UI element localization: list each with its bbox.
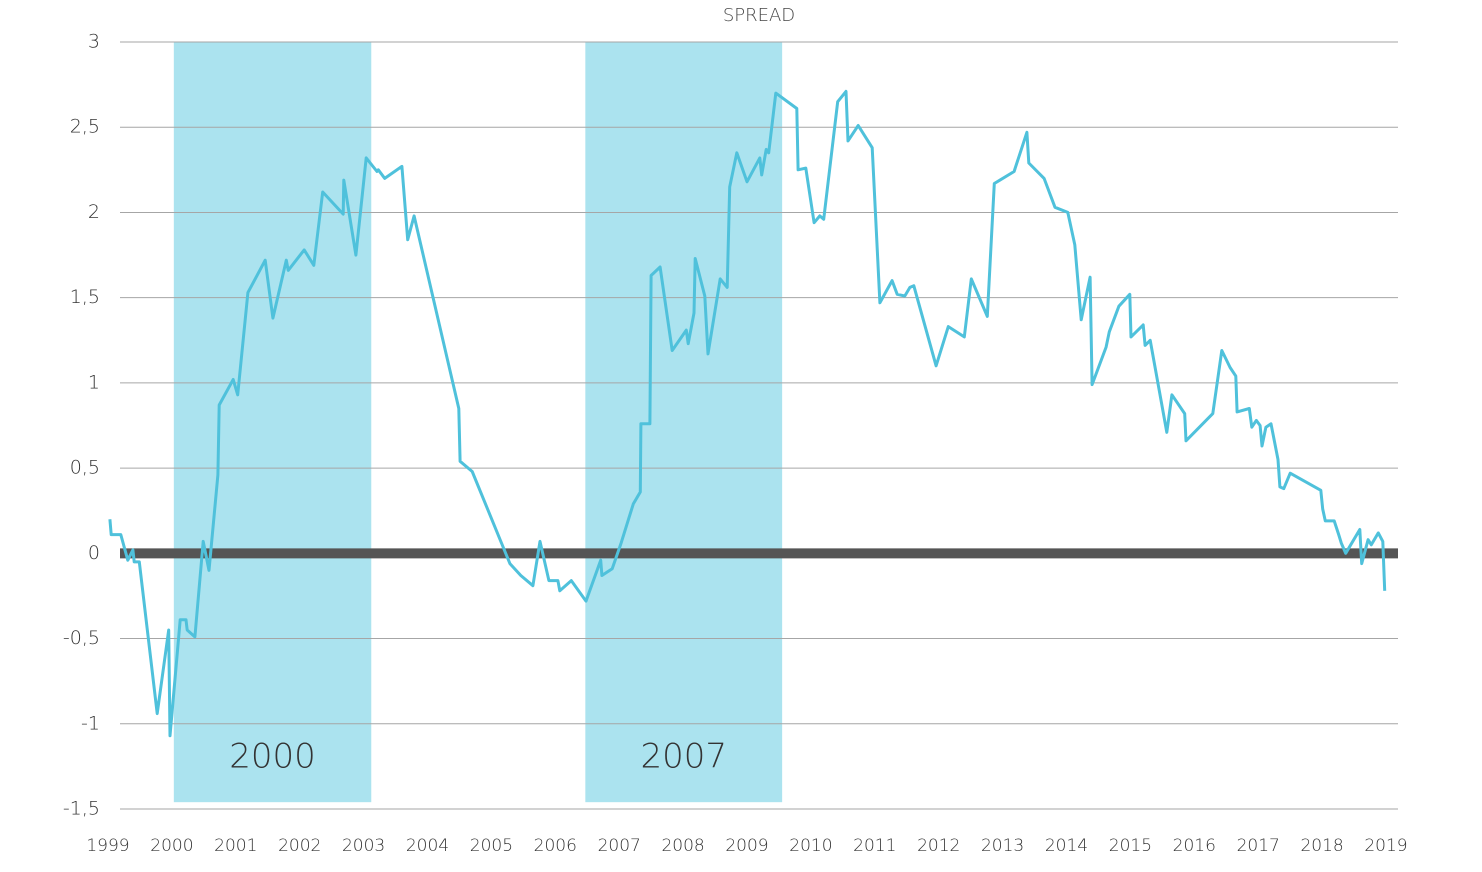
- y-tick-label: 1,5: [70, 286, 100, 308]
- x-tick-label: 2016: [1173, 836, 1216, 856]
- y-tick-label: 2: [88, 201, 100, 223]
- x-tick-label: 2017: [1237, 836, 1280, 856]
- x-tick-label: 1999: [86, 836, 129, 856]
- x-tick-label: 2004: [406, 836, 449, 856]
- x-tick-label: 2012: [917, 836, 960, 856]
- x-tick-label: 2009: [725, 836, 768, 856]
- y-tick-label: 3: [88, 31, 100, 53]
- y-tick-label: 0: [88, 542, 100, 564]
- x-tick-label: 2002: [278, 836, 321, 856]
- x-tick-label: 2000: [150, 836, 193, 856]
- x-tick-label: 2019: [1364, 836, 1407, 856]
- x-tick-label: 2014: [1045, 836, 1088, 856]
- x-tick-label: 2010: [789, 836, 832, 856]
- y-tick-label: 1: [88, 371, 100, 393]
- x-tick-label: 2018: [1300, 836, 1343, 856]
- y-tick-label: 2,5: [70, 116, 100, 138]
- shaded-period: [585, 42, 783, 803]
- x-tick-label: 2013: [981, 836, 1024, 856]
- y-tick-label: -1,5: [63, 798, 100, 820]
- shaded-period: [173, 42, 372, 803]
- x-tick-label: 2005: [470, 836, 513, 856]
- spread-line: [108, 89, 1387, 738]
- y-tick-label: -0,5: [63, 627, 100, 649]
- x-tick-label: 2015: [1109, 836, 1152, 856]
- x-tick-label: 2008: [661, 836, 704, 856]
- x-tick-label: 2001: [214, 836, 257, 856]
- x-tick-label: 2003: [342, 836, 385, 856]
- y-tick-label: -1: [81, 712, 100, 734]
- period-label: 2000: [229, 736, 316, 776]
- x-tick-label: 2011: [853, 836, 896, 856]
- period-label: 2007: [640, 736, 727, 776]
- x-tick-label: 2007: [598, 836, 641, 856]
- y-tick-label: 0,5: [70, 457, 100, 479]
- chart-title: SPREAD: [723, 5, 795, 26]
- x-tick-label: 2006: [534, 836, 577, 856]
